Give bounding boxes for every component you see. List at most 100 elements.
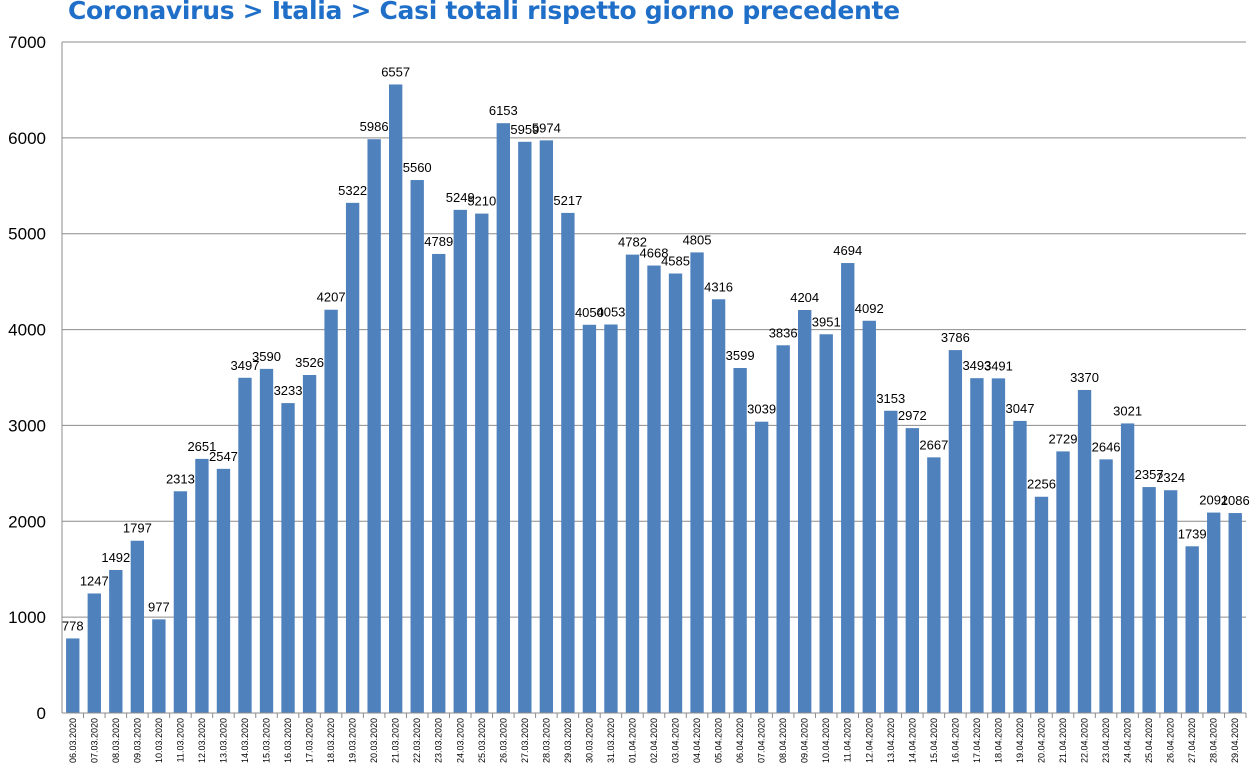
data-label: 2086 (1221, 493, 1250, 508)
bar (668, 273, 683, 713)
bar (754, 421, 769, 713)
bar (1034, 496, 1049, 713)
x-tick-label: 16.04.2020 (950, 718, 960, 763)
bar (324, 309, 338, 713)
bar (410, 180, 424, 713)
y-tick-label: 1000 (8, 608, 46, 627)
bar (1228, 513, 1242, 713)
x-tick-label: 11.03.2020 (175, 718, 185, 762)
bar (432, 253, 446, 714)
data-label: 5249 (446, 190, 475, 205)
data-label: 4053 (596, 304, 625, 319)
x-tick-label: 02.04.2020 (649, 718, 659, 763)
y-tick-label: 6000 (8, 129, 46, 148)
data-label: 977 (148, 599, 170, 614)
bar (152, 619, 166, 713)
bar (475, 213, 489, 713)
bar (195, 458, 209, 713)
data-label: 2651 (187, 439, 216, 454)
bar (1056, 451, 1070, 713)
bar (927, 457, 941, 713)
y-tick-label: 0 (37, 704, 46, 723)
data-label: 3491 (984, 358, 1013, 373)
x-tick-label: 05.04.2020 (714, 718, 724, 763)
bar (1013, 420, 1027, 713)
bar (690, 252, 704, 713)
x-tick-label: 06.03.2020 (68, 718, 78, 763)
data-label: 4207 (317, 290, 346, 305)
y-tick-label: 2000 (8, 512, 46, 531)
bar (388, 84, 403, 713)
x-tick-label: 18.04.2020 (993, 718, 1003, 763)
bar (281, 403, 295, 713)
data-label: 4694 (833, 243, 862, 258)
data-label: 4050 (575, 305, 604, 320)
bar (302, 375, 317, 713)
x-tick-label: 09.04.2020 (800, 718, 810, 763)
x-tick-label: 26.04.2020 (1166, 718, 1176, 763)
data-label: 4789 (424, 234, 453, 249)
data-label: 5560 (403, 160, 432, 175)
x-tick-label: 13.04.2020 (886, 718, 896, 763)
x-tick-label: 21.03.2020 (391, 718, 401, 763)
x-tick-label: 27.04.2020 (1187, 718, 1197, 763)
data-label: 1797 (123, 521, 152, 536)
y-tick-label: 4000 (8, 321, 46, 340)
x-tick-label: 16.03.2020 (283, 718, 293, 763)
data-label: 5959 (510, 122, 539, 137)
bar (991, 378, 1006, 713)
data-label: 1492 (101, 550, 130, 565)
x-tick-label: 24.03.2020 (455, 718, 465, 763)
data-label: 3370 (1070, 370, 1099, 385)
data-label: 2646 (1092, 439, 1121, 454)
bar (1207, 512, 1221, 713)
data-label: 4668 (640, 246, 669, 261)
x-tick-label: 25.03.2020 (477, 718, 487, 763)
data-label: 3590 (252, 349, 281, 364)
data-label: 2256 (1027, 477, 1056, 492)
x-tick-label: 08.04.2020 (778, 718, 788, 763)
bar (453, 209, 467, 713)
data-label: 2667 (919, 437, 948, 452)
x-tick-label: 26.03.2020 (498, 718, 508, 763)
data-label: 5217 (553, 193, 582, 208)
x-tick-label: 14.04.2020 (907, 718, 917, 763)
bar (1099, 459, 1113, 713)
x-tick-label: 20.03.2020 (369, 718, 379, 763)
bar (948, 350, 963, 713)
data-label: 4805 (683, 232, 712, 247)
data-label: 3039 (747, 402, 776, 417)
data-label: 4585 (661, 253, 690, 268)
data-label: 2729 (1049, 431, 1078, 446)
x-tick-label: 01.04.2020 (627, 718, 637, 763)
y-tick-label: 5000 (8, 225, 46, 244)
data-label: 3526 (295, 355, 324, 370)
x-tick-label: 24.04.2020 (1123, 718, 1133, 763)
bar (173, 491, 188, 713)
x-tick-label: 07.04.2020 (757, 718, 767, 763)
data-label: 3497 (231, 358, 260, 373)
bar (776, 345, 790, 713)
data-label: 2313 (166, 471, 195, 486)
x-tick-label: 06.04.2020 (735, 718, 745, 763)
bars (66, 84, 1242, 714)
bar (733, 368, 747, 713)
x-tick-label: 10.04.2020 (821, 718, 831, 763)
x-tick-label: 09.03.2020 (132, 718, 142, 763)
bar (841, 263, 855, 713)
bar (109, 569, 123, 713)
data-label: 3951 (812, 314, 841, 329)
bar (1120, 423, 1135, 713)
x-tick-label: 15.04.2020 (929, 718, 939, 763)
x-tick-label: 25.04.2020 (1144, 718, 1154, 763)
data-label: 4092 (855, 301, 884, 316)
bar (367, 139, 381, 713)
data-label: 3153 (876, 391, 905, 406)
data-label: 3599 (726, 348, 755, 363)
y-tick-label: 3000 (8, 416, 46, 435)
x-tick-label: 18.03.2020 (326, 718, 336, 763)
data-label: 3786 (941, 330, 970, 345)
y-axis: 0 1000 2000 3000 4000 5000 6000 7000 (8, 33, 63, 723)
bar (970, 378, 984, 713)
data-label: 4204 (790, 290, 819, 305)
